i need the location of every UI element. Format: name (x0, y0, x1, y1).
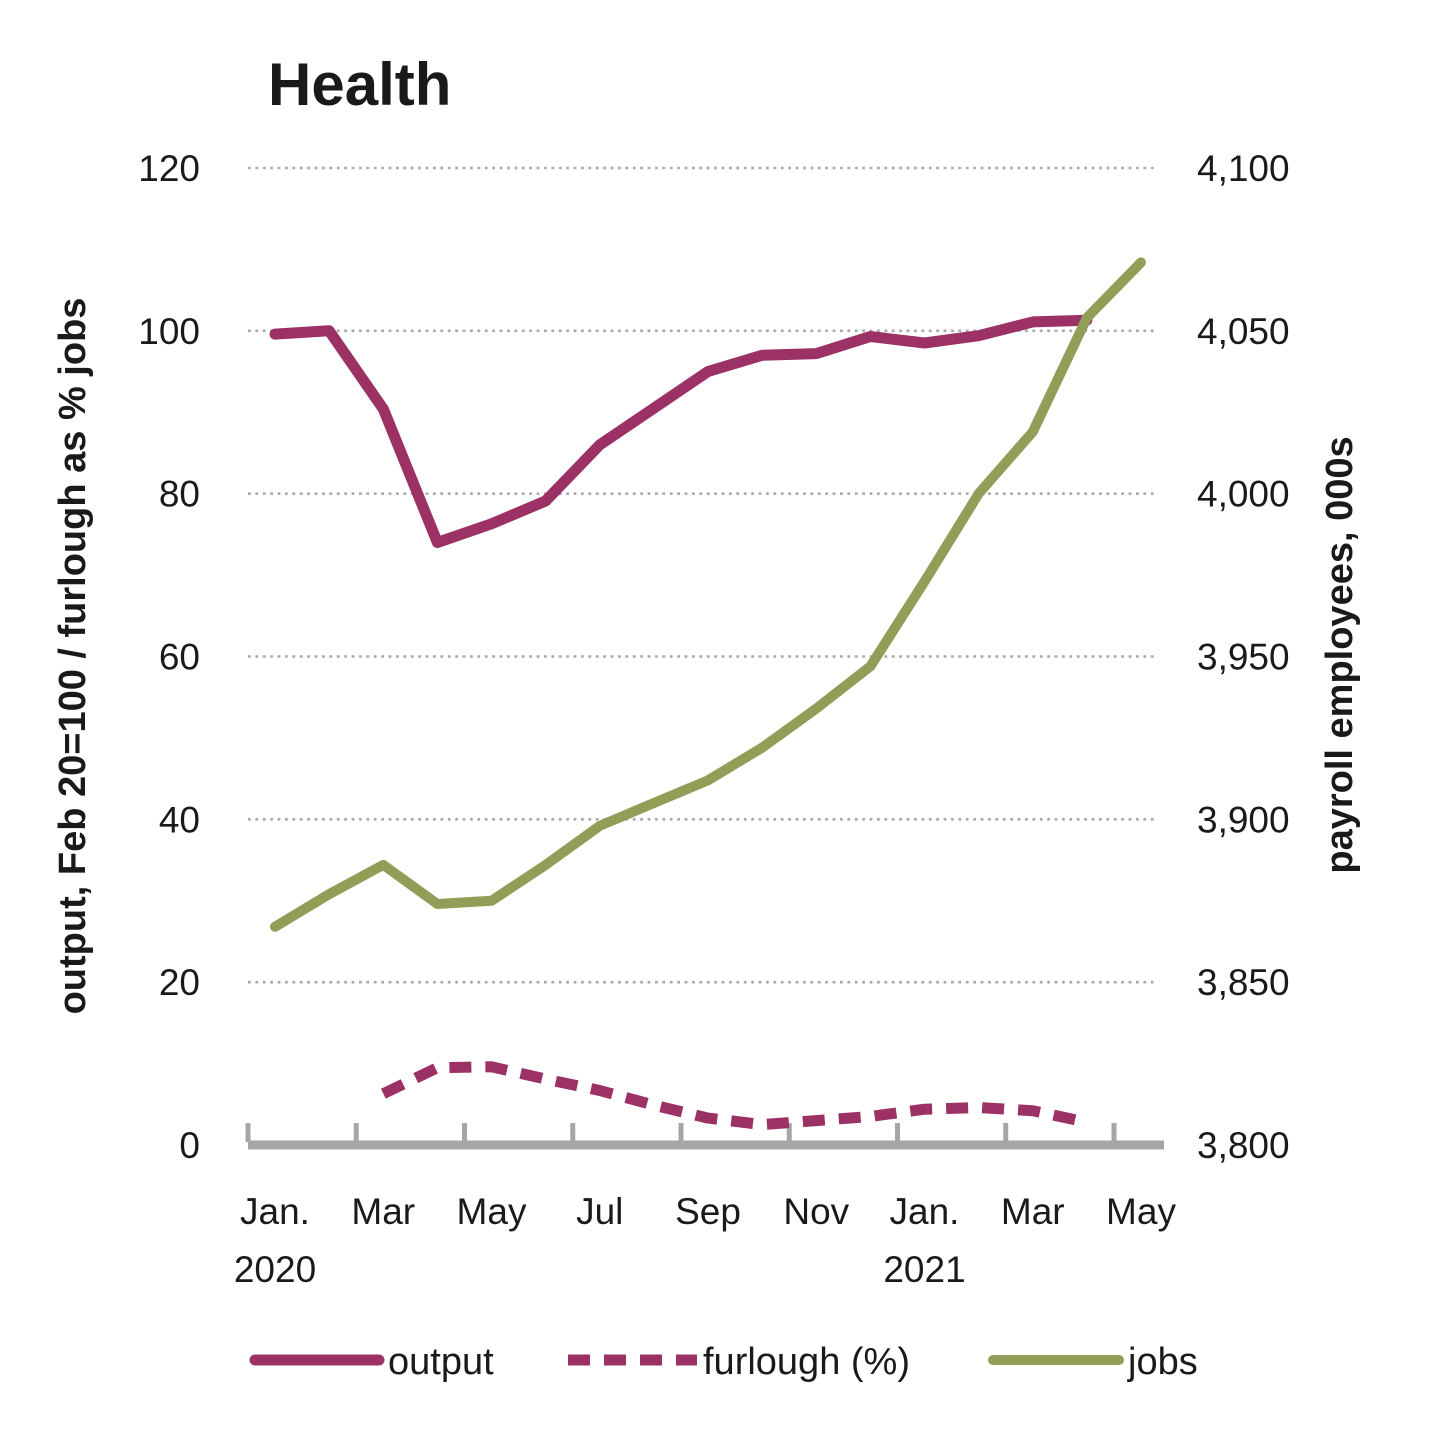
left-tick-label: 80 (159, 474, 200, 515)
left-tick-label: 0 (179, 1125, 200, 1166)
left-tick-label: 20 (159, 962, 200, 1003)
left-tick-label: 100 (138, 311, 200, 352)
right-tick-label: 4,100 (1197, 148, 1290, 189)
x-axis (245, 1123, 1164, 1150)
right-tick-label: 3,850 (1197, 962, 1290, 1003)
right-tick-label: 3,950 (1197, 637, 1290, 678)
x-tick-label: Jan. (890, 1191, 960, 1232)
x-tick-label: Mar (1001, 1191, 1065, 1232)
x-tick-label: Sep (675, 1191, 741, 1232)
series-line-output (269, 314, 1093, 548)
x-axis-tick-labels: Jan. 2020 Mar May Jul Sep Nov Jan. 2021 Mar May (234, 1191, 1177, 1290)
x-year-label: 2020 (234, 1249, 316, 1290)
left-tick-label: 40 (159, 799, 200, 840)
gridlines (248, 166, 1158, 984)
right-tick-label: 3,800 (1197, 1125, 1290, 1166)
x-tick-label: Mar (351, 1191, 415, 1232)
left-tick-label: 60 (159, 637, 200, 678)
left-axis-tick-labels: 0 20 40 60 80 100 120 (138, 148, 200, 1166)
x-year-label: 2021 (883, 1249, 965, 1290)
legend: output furlough (%) jobs (249, 1341, 1198, 1383)
left-axis-title: output, Feb 20=100 / furlough as % jobs (52, 298, 94, 1015)
series-line-jobs (270, 257, 1146, 932)
right-tick-label: 3,900 (1197, 799, 1290, 840)
series-line-furlough (380, 1061, 1089, 1131)
x-tick-label: Jan. (240, 1191, 310, 1232)
left-tick-label: 120 (138, 148, 200, 189)
right-tick-label: 4,050 (1197, 311, 1290, 352)
legend-furlough-label: furlough (%) (703, 1341, 910, 1383)
right-axis-tick-labels: 3,800 3,850 3,900 3,950 4,000 4,050 4,100 (1197, 148, 1290, 1166)
legend-jobs-label: jobs (1127, 1341, 1198, 1383)
data-series (269, 257, 1146, 1131)
chart-title: Health (268, 51, 451, 118)
right-axis-title: payroll employees, 000s (1319, 436, 1361, 873)
x-tick-label: May (457, 1191, 527, 1232)
right-tick-label: 4,000 (1197, 474, 1290, 515)
x-tick-label: Jul (576, 1191, 623, 1232)
x-tick-label: May (1106, 1191, 1176, 1232)
legend-output-label: output (388, 1341, 494, 1383)
x-tick-label: Nov (783, 1191, 849, 1232)
